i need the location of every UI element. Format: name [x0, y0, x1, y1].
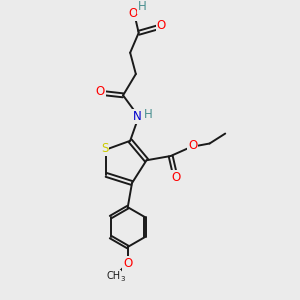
- Text: N: N: [133, 110, 142, 123]
- Text: O: O: [157, 20, 166, 32]
- Text: 3: 3: [120, 275, 124, 281]
- Text: CH: CH: [106, 271, 121, 281]
- Text: H: H: [143, 108, 152, 121]
- Text: O: O: [96, 85, 105, 98]
- Text: H: H: [138, 0, 147, 13]
- Text: O: O: [129, 7, 138, 20]
- Text: O: O: [188, 139, 197, 152]
- Text: O: O: [171, 171, 181, 184]
- Text: S: S: [101, 142, 109, 155]
- Text: O: O: [123, 257, 133, 270]
